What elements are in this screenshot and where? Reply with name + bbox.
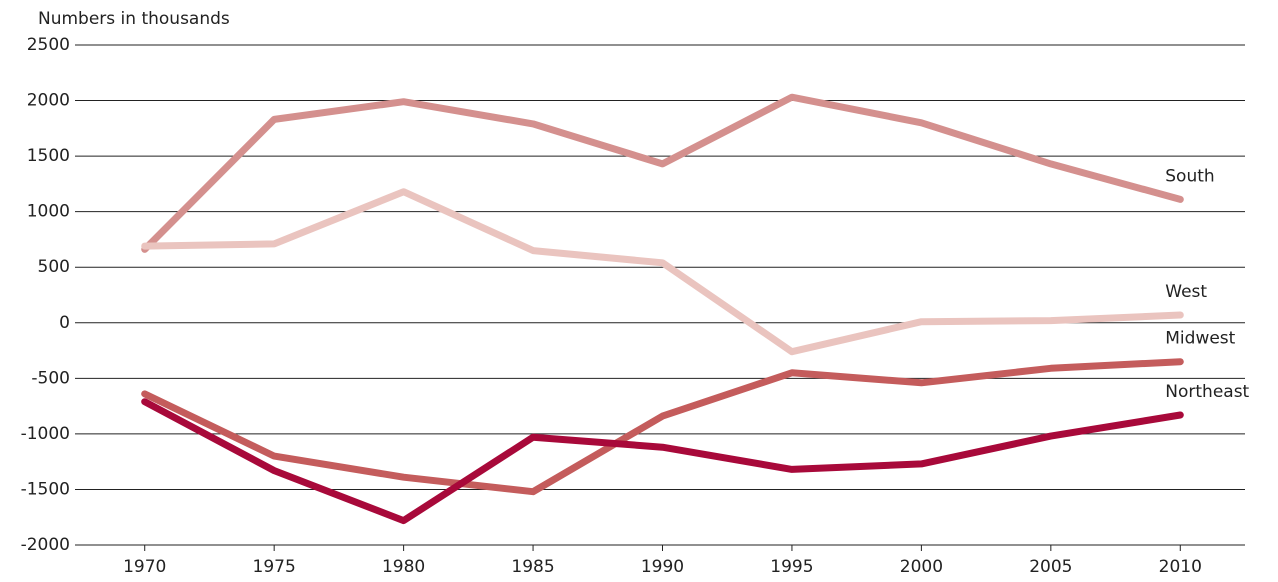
x-tick-label: 2005 — [1029, 557, 1072, 577]
x-tick-label: 1990 — [641, 557, 684, 577]
y-tick-label: 2000 — [27, 91, 70, 111]
line — [141, 398, 1184, 525]
line — [141, 93, 1184, 253]
y-tick-label: -2000 — [21, 535, 70, 555]
x-tick-label: 1975 — [253, 557, 296, 577]
y-tick-label: 1000 — [27, 202, 70, 222]
y-tick-label: -500 — [31, 368, 70, 388]
x-tick-label: 1985 — [511, 557, 554, 577]
y-axis-label: Numbers in thousands — [38, 9, 230, 29]
x-tick-label: 2010 — [1159, 557, 1202, 577]
y-tick-label: 2500 — [27, 35, 70, 55]
x-tick-label: 1980 — [382, 557, 425, 577]
x-tick-label: 1995 — [770, 557, 813, 577]
y-tick-label: 1500 — [27, 146, 70, 166]
y-tick-label: -1500 — [21, 479, 70, 499]
line — [141, 188, 1184, 356]
x-tick-label: 2000 — [900, 557, 943, 577]
y-tick-label: 500 — [38, 257, 70, 277]
y-tick-label: -1000 — [21, 424, 70, 444]
series-label: West — [1165, 282, 1207, 302]
y-tick-label: 0 — [59, 313, 70, 333]
line — [141, 358, 1184, 496]
series-label: Northeast — [1165, 382, 1249, 402]
x-tick-label: 1970 — [123, 557, 166, 577]
series-label: Midwest — [1165, 329, 1235, 349]
series-label: South — [1165, 166, 1214, 186]
